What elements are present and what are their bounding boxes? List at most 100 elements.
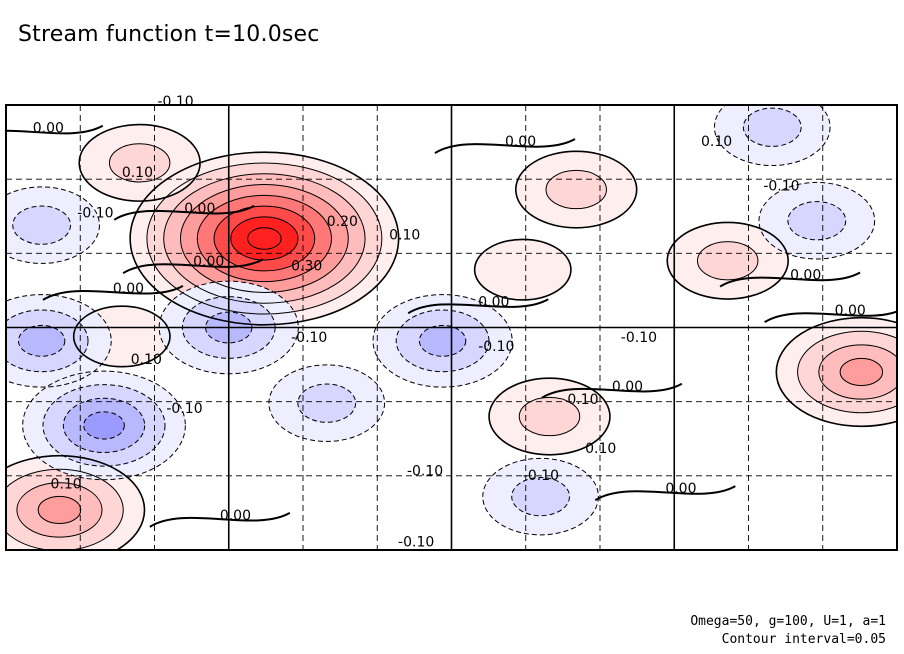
positive-contour-4-1 bbox=[696, 241, 759, 281]
negative-contour-15-1 bbox=[297, 383, 357, 423]
contour-label-28: 0.00 bbox=[220, 508, 251, 524]
negative-contour-12-2 bbox=[418, 324, 467, 357]
contour-label-18: -0.10 bbox=[478, 339, 514, 355]
negative-region-16-level-1 bbox=[12, 206, 71, 245]
positive-contour-6-0 bbox=[514, 150, 638, 229]
contour-label-0: -0.10 bbox=[157, 94, 193, 110]
negative-contour-9-2 bbox=[62, 397, 146, 454]
negative-contour-16-0 bbox=[6, 186, 100, 264]
contour-label-26: 0.10 bbox=[51, 477, 82, 493]
positive-contour-2-0 bbox=[6, 454, 146, 550]
negative-region-10-level-2 bbox=[18, 325, 65, 357]
negative-contour-17-0 bbox=[713, 105, 831, 167]
contour-interval-note: Contour interval=0.05 bbox=[721, 632, 886, 647]
positive-contour-2-1 bbox=[6, 468, 124, 550]
negative-contour-9-1 bbox=[42, 384, 166, 467]
negative-contour-12-1 bbox=[395, 309, 490, 373]
contour-label-19: 0.10 bbox=[131, 352, 162, 368]
contour-label-20: 0.00 bbox=[612, 379, 643, 395]
positive-contour-3-1 bbox=[518, 396, 581, 437]
contour-label-9: 0.10 bbox=[389, 228, 420, 244]
positive-contour-2-3 bbox=[37, 495, 82, 525]
zero-contour-6 bbox=[407, 298, 549, 315]
negative-contour-12-0 bbox=[372, 294, 513, 388]
contour-label-3: 0.10 bbox=[701, 134, 732, 150]
zero-contour-4 bbox=[719, 271, 861, 288]
contour-label-4: 0.10 bbox=[122, 165, 153, 181]
zero-contour-1 bbox=[434, 138, 576, 154]
negative-region-17-level-1 bbox=[743, 108, 802, 147]
positive-contour-2-2 bbox=[16, 482, 103, 538]
positive-contour-7-0 bbox=[473, 238, 572, 301]
positive-contour-0-2 bbox=[163, 173, 366, 304]
positive-region-3-level-1 bbox=[519, 397, 580, 436]
negative-contour-15-0 bbox=[268, 364, 386, 442]
negative-region-15-level-1 bbox=[297, 384, 356, 423]
contour-label-2: 0.00 bbox=[505, 134, 536, 150]
zero-contour-0 bbox=[6, 124, 104, 135]
contour-label-24: -0.10 bbox=[407, 463, 443, 479]
zero-contour-7 bbox=[764, 310, 897, 323]
contour-label-13: 0.00 bbox=[113, 281, 144, 297]
positive-contour-1-1 bbox=[797, 330, 897, 414]
contour-label-23: 0.10 bbox=[585, 441, 616, 457]
contour-label-27: 0.00 bbox=[665, 481, 696, 497]
positive-region-6-level-1 bbox=[546, 170, 607, 209]
positive-contour-0-3 bbox=[179, 184, 349, 293]
positive-contour-5-0 bbox=[78, 123, 201, 202]
zero-contour-3 bbox=[122, 258, 264, 275]
positive-contour-0-5 bbox=[213, 205, 316, 272]
contour-label-12: 0.00 bbox=[790, 268, 821, 284]
positive-contour-0-7 bbox=[247, 227, 282, 250]
negative-contour-13-1 bbox=[787, 201, 847, 241]
negative-contour-9-0 bbox=[22, 370, 186, 481]
positive-region-0-level-7 bbox=[247, 227, 282, 250]
negative-region-13-level-1 bbox=[787, 201, 846, 240]
contour-label-1: 0.00 bbox=[33, 121, 64, 137]
negative-region-12-level-2 bbox=[419, 325, 466, 357]
zero-contour-5 bbox=[42, 285, 184, 301]
negative-contour-16-1 bbox=[12, 205, 72, 245]
positive-contour-6-1 bbox=[545, 169, 607, 210]
zero-contour-2 bbox=[113, 204, 255, 221]
positive-contour-0-4 bbox=[196, 194, 333, 283]
positive-region-1-level-3 bbox=[840, 358, 883, 386]
positive-contour-4-0 bbox=[666, 221, 789, 300]
contour-label-14: 0.00 bbox=[478, 294, 509, 310]
positive-region-5-level-1 bbox=[109, 143, 170, 182]
positive-region-4-level-1 bbox=[697, 241, 758, 280]
positive-contour-3-0 bbox=[488, 377, 611, 456]
contour-label-22: 0.10 bbox=[567, 392, 598, 408]
positive-region-2-level-3 bbox=[38, 496, 81, 524]
negative-contour-9-3 bbox=[83, 411, 125, 440]
zero-contour-10 bbox=[149, 511, 291, 528]
contour-label-11: 0.30 bbox=[291, 259, 322, 275]
positive-contour-8-0 bbox=[72, 305, 171, 368]
parameters-note: Omega=50, g=100, U=1, a=1 bbox=[690, 614, 886, 629]
positive-contour-1-3 bbox=[839, 357, 884, 387]
plot-frame bbox=[5, 104, 898, 551]
chart-title: Stream function t=10.0sec bbox=[18, 22, 320, 47]
zero-contour-9 bbox=[594, 485, 736, 501]
negative-contour-17-1 bbox=[742, 107, 802, 147]
positive-contour-1-0 bbox=[775, 316, 897, 428]
negative-contour-14-0 bbox=[482, 457, 599, 536]
contour-label-6: -0.10 bbox=[77, 205, 113, 221]
contour-label-21: -0.10 bbox=[166, 401, 202, 417]
positive-region-7-level-0 bbox=[474, 239, 571, 300]
negative-contour-13-0 bbox=[758, 181, 876, 260]
positive-contour-5-1 bbox=[108, 143, 171, 183]
positive-contour-0-6 bbox=[230, 216, 299, 261]
contour-label-17: -0.10 bbox=[621, 330, 657, 346]
contour-label-7: 0.00 bbox=[184, 201, 215, 217]
negative-contour-14-1 bbox=[511, 476, 571, 517]
positive-contour-0-0 bbox=[129, 151, 400, 326]
negative-region-9-level-3 bbox=[83, 411, 125, 439]
contour-label-29: -0.10 bbox=[398, 535, 434, 551]
contour-label-15: 0.00 bbox=[835, 303, 866, 319]
contour-label-8: 0.20 bbox=[327, 214, 358, 230]
contour-label-25: -0.10 bbox=[523, 468, 559, 484]
contour-label-5: -0.10 bbox=[763, 179, 799, 195]
negative-contour-10-2 bbox=[17, 324, 66, 357]
